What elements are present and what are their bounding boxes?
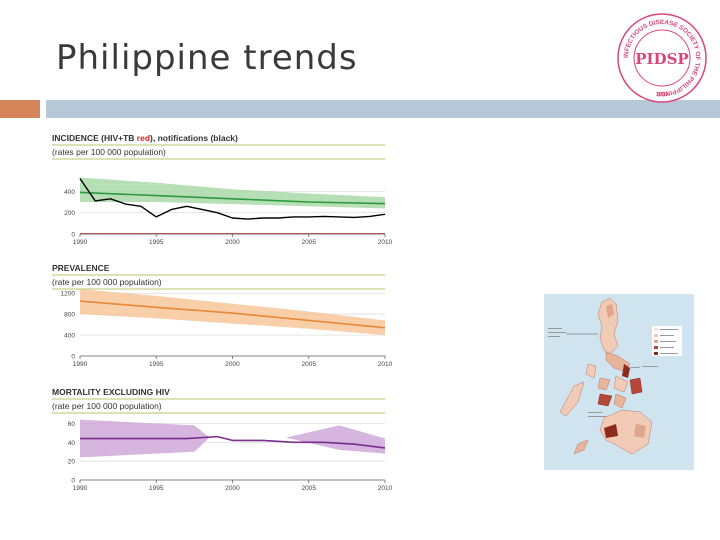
incidence-x-tick-label: 2010 — [378, 239, 393, 246]
title-part-red: red — [137, 133, 150, 143]
incidence-y-tick-label: 400 — [64, 189, 75, 196]
mortality-x-tick-label: 1995 — [149, 485, 164, 492]
title-part: ), notifications (black) — [150, 133, 238, 143]
incidence-title: INCIDENCE (HIV+TB red), notifications (b… — [52, 133, 238, 143]
title-divider-bar — [46, 100, 720, 118]
prevalence-ylabel: (rate per 100 000 population) — [52, 277, 162, 287]
tb-trends-chart: INCIDENCE (HIV+TB red), notifications (b… — [52, 133, 393, 492]
title-accent-bar — [0, 100, 40, 118]
prevalence-y-tick-label: 0 — [71, 354, 75, 361]
incidence-y-tick-label: 0 — [71, 232, 75, 239]
mortality-x-tick-label: 2005 — [302, 485, 317, 492]
prevalence-x-tick-label: 2010 — [378, 361, 393, 368]
prevalence-uncertainty-band — [80, 289, 385, 336]
incidence-uncertainty-band — [80, 177, 385, 209]
mortality-y-tick-label: 40 — [68, 440, 76, 447]
mortality-panel: MORTALITY EXCLUDING HIV (rate per 100 000… — [52, 387, 393, 492]
incidence-notifications-line — [79, 178, 386, 220]
mortality-title: MORTALITY EXCLUDING HIV — [52, 387, 170, 397]
prevalence-y-tick-label: 400 — [64, 333, 75, 340]
prevalence-x-tick-label: 2005 — [302, 361, 317, 368]
mortality-x-tick-label: 1990 — [73, 485, 88, 492]
mortality-x-tick-label: 2010 — [378, 485, 393, 492]
incidence-x-tick-label: 1995 — [149, 239, 164, 246]
society-logo: INFECTIOUS DISEASE SOCIETY OF THE PHILIP… — [617, 13, 707, 103]
prevalence-x-tick-label: 1990 — [73, 361, 88, 368]
incidence-estimate-line — [79, 191, 386, 205]
philippines-map — [544, 294, 694, 470]
incidence-y-tick-label: 200 — [64, 210, 75, 217]
mortality-estimate-line — [80, 435, 386, 449]
logo-monogram: PIDSP — [635, 50, 688, 68]
incidence-x-tick-label: 2005 — [302, 239, 317, 246]
incidence-x-tick-label: 2000 — [225, 239, 240, 246]
prevalence-y-tick-label: 800 — [64, 312, 75, 319]
mortality-x-tick-label: 2000 — [225, 485, 240, 492]
prevalence-x-tick-label: 2000 — [225, 361, 240, 368]
logo-year: 1993 — [656, 92, 668, 98]
mortality-y-tick-label: 60 — [68, 421, 76, 428]
prevalence-panel: PREVALENCE (rate per 100 000 population) 0… — [52, 263, 393, 368]
prevalence-y-tick-label: 1200 — [61, 291, 76, 298]
prevalence-title: PREVALENCE — [52, 263, 110, 273]
mortality-y-tick-label: 20 — [68, 459, 76, 466]
incidence-x-tick-label: 1990 — [73, 239, 88, 246]
mortality-y-tick-label: 0 — [71, 478, 75, 485]
incidence-ylabel: (rates per 100 000 population) — [52, 147, 166, 157]
mortality-uncertainty-band — [80, 419, 385, 458]
slide-title: Philippine trends — [56, 38, 358, 78]
incidence-panel: INCIDENCE (HIV+TB red), notifications (b… — [52, 133, 393, 246]
prevalence-x-tick-label: 1995 — [149, 361, 164, 368]
prevalence-estimate-line — [79, 300, 386, 329]
title-part: INCIDENCE (HIV+TB — [52, 133, 137, 143]
mortality-ylabel: (rate per 100 000 population) — [52, 401, 162, 411]
